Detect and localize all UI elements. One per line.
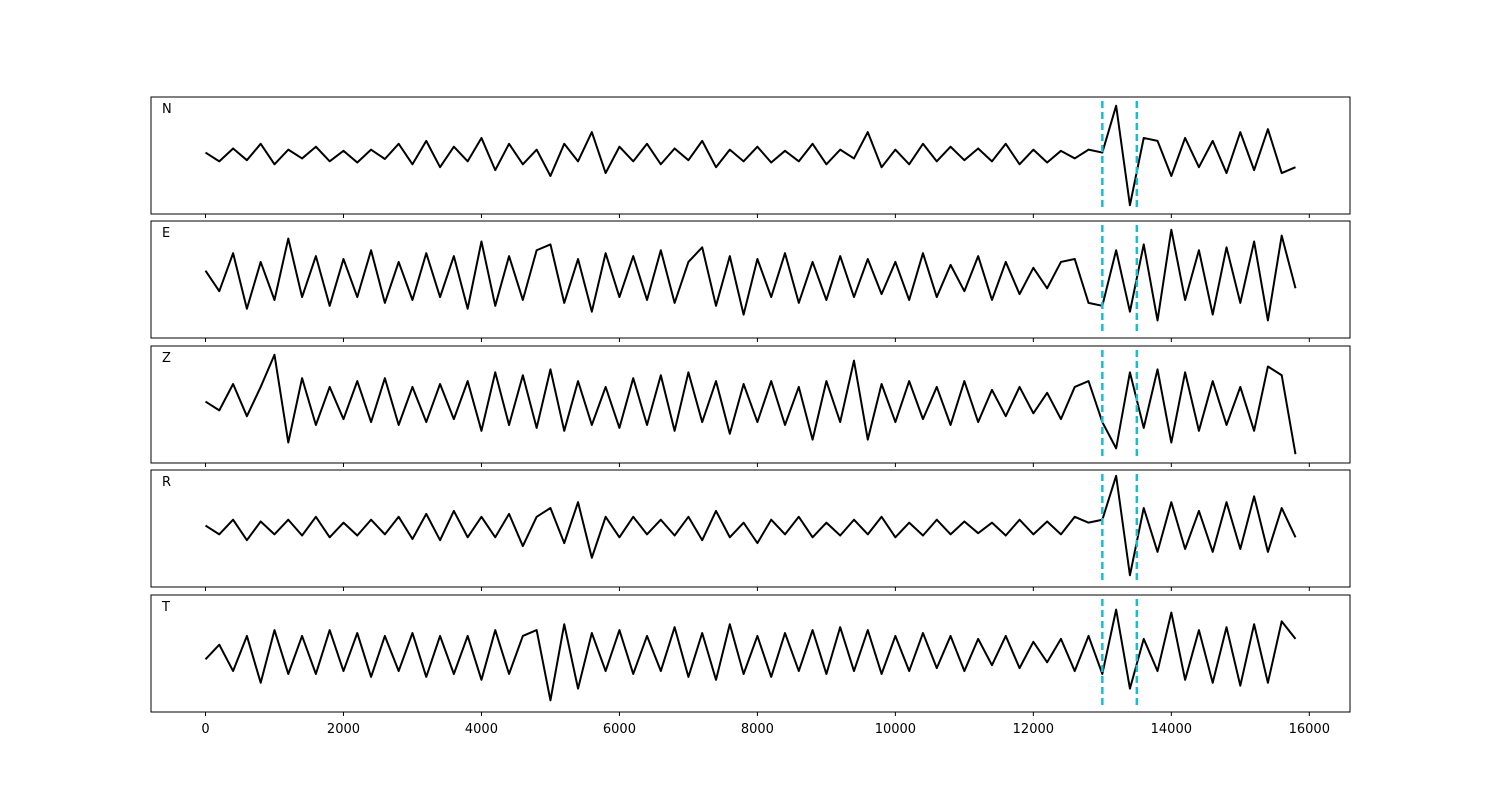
channel-label: T — [161, 600, 170, 615]
x-tick-label: 14000 — [1151, 722, 1192, 737]
x-tick-label: 0 — [201, 722, 209, 737]
x-tick-label: 16000 — [1289, 722, 1330, 737]
axes-frame — [150, 594, 1351, 713]
x-tick-label: 12000 — [1013, 722, 1054, 737]
axes-frame — [150, 96, 1351, 215]
axes-frame — [150, 220, 1351, 339]
channel-label: Z — [162, 351, 171, 366]
x-tick-label: 8000 — [741, 722, 774, 737]
waveform — [204, 353, 1297, 455]
channel-label: N — [162, 102, 172, 117]
channel-label: R — [162, 475, 171, 490]
waveform — [204, 608, 1297, 702]
x-tick-label: 2000 — [327, 722, 360, 737]
x-tick-label: 10000 — [875, 722, 916, 737]
axes-frame — [150, 345, 1351, 464]
x-tick-label: 6000 — [603, 722, 636, 737]
waveform — [204, 104, 1296, 207]
channel-label: E — [162, 226, 170, 241]
axes-frame — [150, 469, 1351, 588]
x-tick-label: 4000 — [465, 722, 498, 737]
waveform — [204, 228, 1297, 322]
waveform — [204, 474, 1297, 577]
